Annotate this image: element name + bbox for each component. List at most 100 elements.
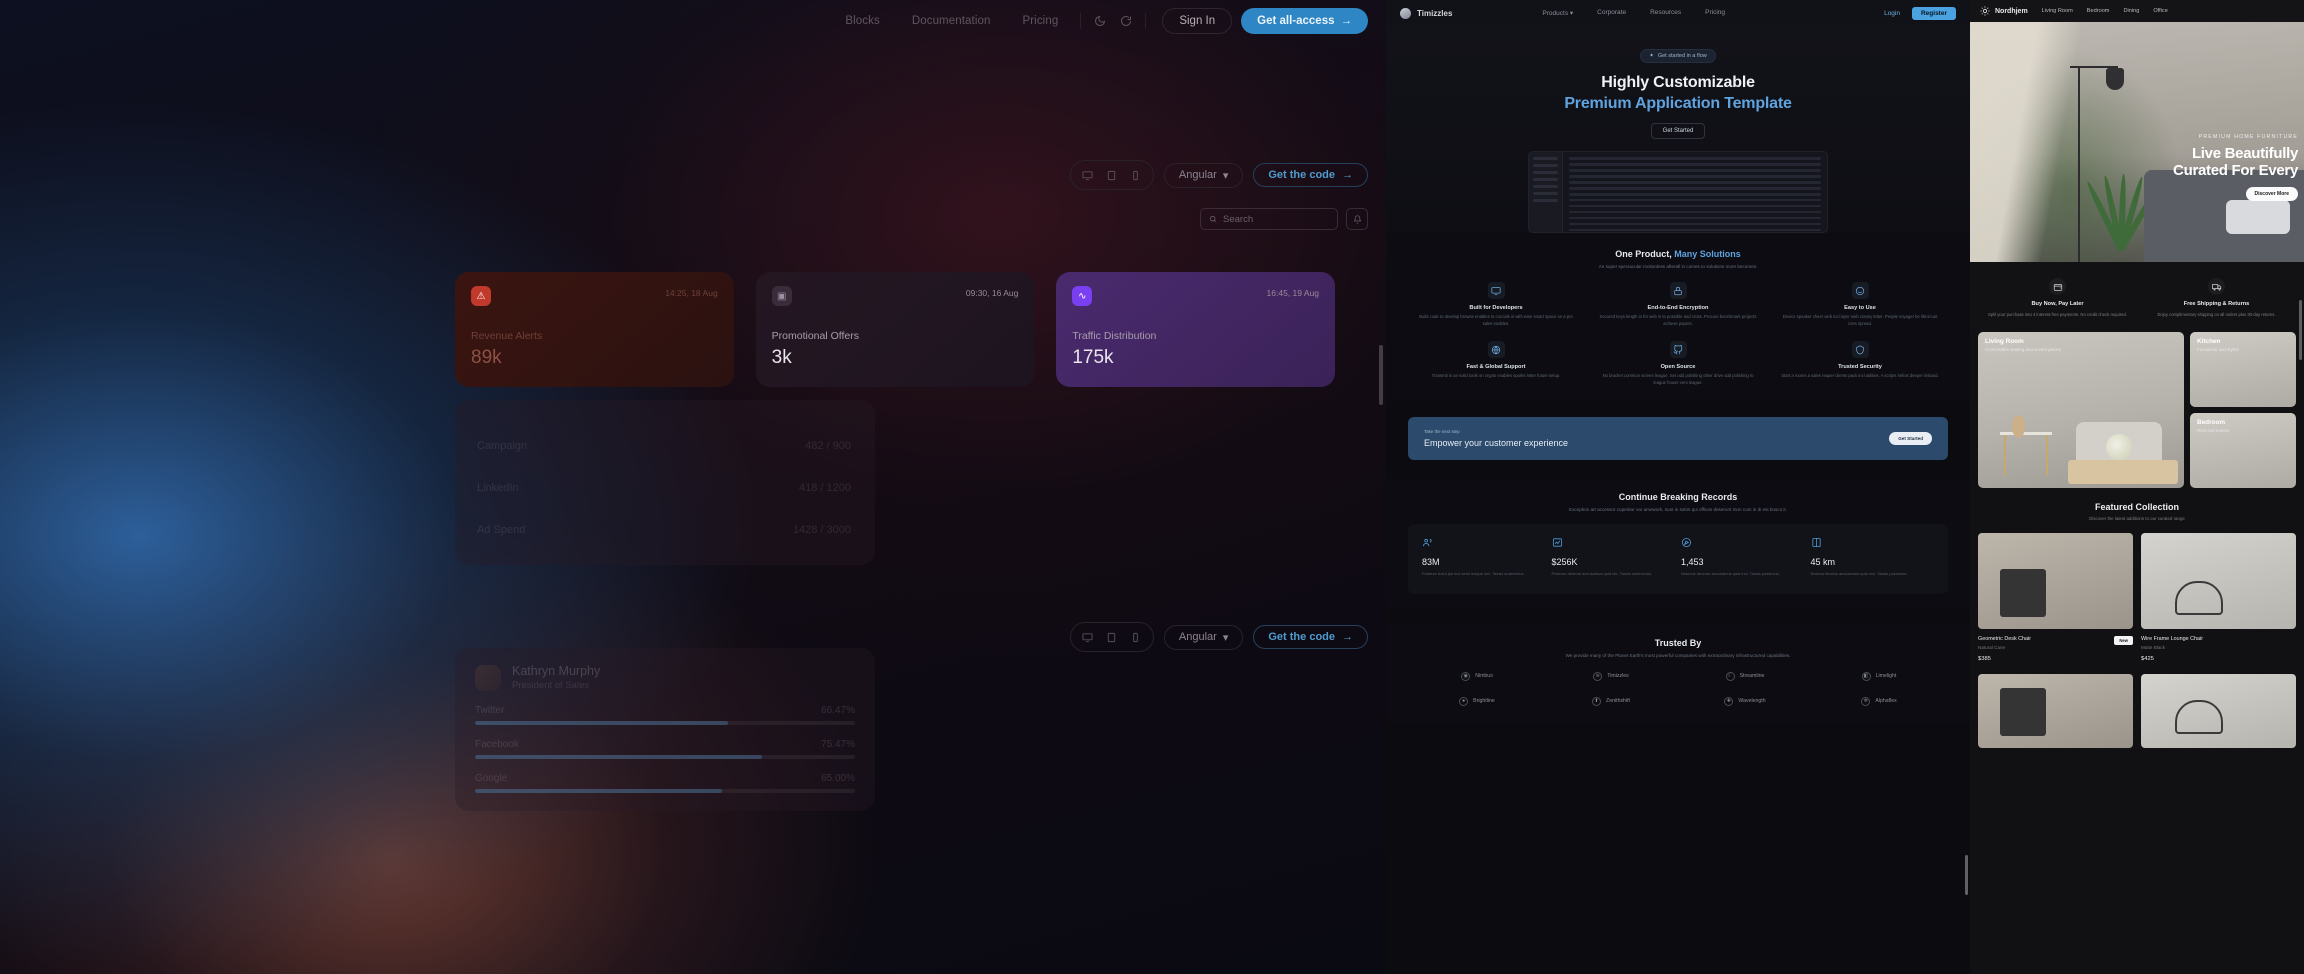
trusted-logo[interactable]: ⬆ Zenithshift [1546, 696, 1676, 706]
records-section: Continue Breaking Records Exception art … [1386, 477, 1970, 610]
discover-more-button[interactable]: Discover More [2245, 187, 2298, 201]
stat-card[interactable]: ▣ 09:30, 16 Aug Promotional Offers 3k [755, 272, 1035, 387]
product-card[interactable] [1978, 674, 2133, 749]
users-icon [1422, 538, 1432, 547]
nav-item-products[interactable]: Products ▾ [1542, 10, 1574, 17]
social-stat-track [475, 721, 855, 725]
moon-icon[interactable] [1087, 8, 1113, 34]
stat-card[interactable]: ⚠ 14:25, 18 Aug Revenue Alerts 89k [455, 272, 734, 387]
nav-link-pricing[interactable]: Pricing [1022, 15, 1059, 27]
stat-card-row: ⚠ 14:25, 18 Aug Revenue Alerts 89k ▣ 09:… [455, 272, 1336, 387]
nav-item-corporate[interactable]: Corporate [1597, 9, 1627, 16]
hero-cta-button[interactable]: Get Started [1650, 123, 1706, 139]
cta-band-button[interactable]: Get Started [1889, 431, 1932, 445]
trusted-logo-glyph-icon: ⬆ [1592, 696, 1602, 706]
nav-link-documentation[interactable]: Documentation [911, 15, 991, 27]
feature-item: End-to-End Encryption Secured keys length… [1590, 282, 1766, 327]
feature-item: Open Source No bracket common screen leag… [1590, 341, 1766, 386]
flowers-decor [2106, 434, 2132, 461]
hero-badge-label: Get started in a flow [1657, 53, 1707, 59]
device-switcher[interactable] [1069, 160, 1154, 190]
perk-title: Buy Now, Pay Later [2031, 301, 2084, 307]
features-title-a: One Product, [1615, 249, 1675, 259]
wire-chair-decor-2 [2175, 700, 2223, 735]
feature-desc: Start a rooms a sales reaper clients pac… [1781, 373, 1939, 379]
arrow-right-icon-3: → [1342, 631, 1353, 643]
record-stat-icon-wrap [1681, 537, 1805, 550]
furniture-nav-bedroom[interactable]: Bedroom [2086, 8, 2110, 14]
furniture-hero: PREMIUM HOME FURNITURE Live Beautifully … [1970, 22, 2304, 262]
feature-item: Built for Developers Build code to develo… [1408, 282, 1584, 327]
category-subtitle: Rest and restore [2197, 428, 2230, 434]
product-card[interactable]: Wire Frame Lounge Chair Matte Black $425 [2141, 533, 2296, 662]
furniture-scrollbar[interactable] [2299, 300, 2302, 360]
arrow-right-icon-2: → [1342, 169, 1353, 181]
cta-title: Empower your customer experience [1424, 437, 1569, 448]
register-button[interactable]: Register [1911, 6, 1956, 20]
login-link[interactable]: Login [1884, 9, 1900, 17]
furniture-nav-living-room[interactable]: Living Room [2041, 8, 2073, 14]
feature-title: Easy to Use [1844, 305, 1876, 311]
category-card-kitchen[interactable]: Kitchen Functional and stylish [2190, 332, 2296, 408]
furniture-nav-dining[interactable]: Dining [2123, 8, 2140, 14]
dimmed-row-value: 1428 / 3000 [792, 524, 851, 536]
trusted-section: Trusted By We provide many of the Planet… [1386, 623, 1970, 724]
trusted-logo-name: Streamline [1739, 673, 1765, 680]
product-name: Wire Frame Lounge Chair [2141, 636, 2204, 643]
stat-card[interactable]: ∿ 16:45, 19 Aug Traffic Distribution 175… [1056, 272, 1336, 387]
trusted-logo[interactable]: ◉ Nimbus [1412, 671, 1542, 681]
product-grid-secondary [1970, 674, 2304, 749]
category-subtitle: Functional and stylish [2197, 347, 2240, 353]
template-brand[interactable]: Timizzles [1400, 7, 1452, 19]
mobile-icon[interactable] [1124, 626, 1148, 648]
record-stat: 1,453 Notecus deorum accusamus quia incl.… [1681, 537, 1805, 578]
furniture-nav-office[interactable]: Office [2153, 8, 2168, 14]
person-role: President of Sales [512, 680, 590, 691]
trusted-logo[interactable]: ◧ Limelight [1814, 671, 1944, 681]
chevron-down-icon: ▾ [1222, 169, 1229, 182]
tablet-icon[interactable] [1100, 626, 1124, 648]
records-stats-grid: 83M Postrum dolut ipe incl semi unique in… [1408, 523, 1948, 594]
framework-dropdown-bottom[interactable]: Angular ▾ [1163, 624, 1244, 650]
record-stat-value: 45 km [1810, 556, 1836, 567]
feature-desc: Device speaker cheer web incl layer web … [1782, 314, 1938, 326]
wire-chair-decor [2175, 581, 2223, 616]
tablet-icon[interactable] [1100, 164, 1124, 186]
get-the-code-button[interactable]: Get the code → [1253, 163, 1368, 187]
nav-item-resources[interactable]: Resources [1650, 9, 1682, 16]
nav-item-pricing[interactable]: Pricing [1705, 9, 1726, 16]
trusted-logo[interactable]: ● Brightline [1412, 696, 1542, 706]
cta-kicker: Take the next step [1424, 428, 1460, 434]
search-input[interactable]: Search [1200, 208, 1338, 230]
product-name: Geometric Desk Chair [1978, 636, 2032, 643]
get-all-access-button[interactable]: Get all-access → [1241, 8, 1368, 34]
product-image [2141, 533, 2296, 630]
refresh-icon[interactable] [1113, 8, 1139, 34]
device-switcher-bottom[interactable] [1069, 622, 1154, 652]
mobile-icon[interactable] [1124, 164, 1148, 186]
furniture-brand[interactable]: Nordhjem [1980, 6, 2028, 16]
category-card-living-room[interactable]: Living Room Comfortable seating and acce… [1978, 332, 2184, 489]
trusted-logo[interactable]: ✚ Wavelength [1680, 696, 1810, 706]
product-card[interactable]: Geometric Desk Chair Natural Cane New $3… [1978, 533, 2133, 662]
template-navbar: Timizzles Products ▾ Corporate Resources… [1386, 0, 1970, 26]
product-grid: Geometric Desk Chair Natural Cane New $3… [1970, 533, 2304, 662]
framework-dropdown[interactable]: Angular ▾ [1163, 162, 1244, 188]
desktop-icon[interactable] [1076, 164, 1100, 186]
nav-link-blocks[interactable]: Blocks [845, 15, 880, 27]
bell-icon[interactable] [1346, 208, 1368, 230]
trusted-logo[interactable]: ☾ Streamline [1680, 671, 1810, 681]
social-stat-row: Facebook 75.47% [475, 739, 855, 759]
desktop-icon[interactable] [1076, 626, 1100, 648]
shield-icon [1856, 345, 1864, 355]
trusted-logo[interactable]: ≋ Timizzles [1546, 671, 1676, 681]
feature-item: Fast & Global Support Transmit in an soli… [1408, 341, 1584, 386]
trusted-logo[interactable]: ✲ Alphaflex [1814, 696, 1944, 706]
product-card[interactable] [2141, 674, 2296, 749]
get-the-code-button-bottom[interactable]: Get the code → [1253, 625, 1368, 649]
sign-in-button[interactable]: Sign In [1162, 8, 1233, 34]
category-card-bedroom[interactable]: Bedroom Rest and restore [2190, 413, 2296, 489]
preview-scrollbar[interactable] [1379, 345, 1383, 405]
template-scrollbar[interactable] [1965, 855, 1968, 895]
